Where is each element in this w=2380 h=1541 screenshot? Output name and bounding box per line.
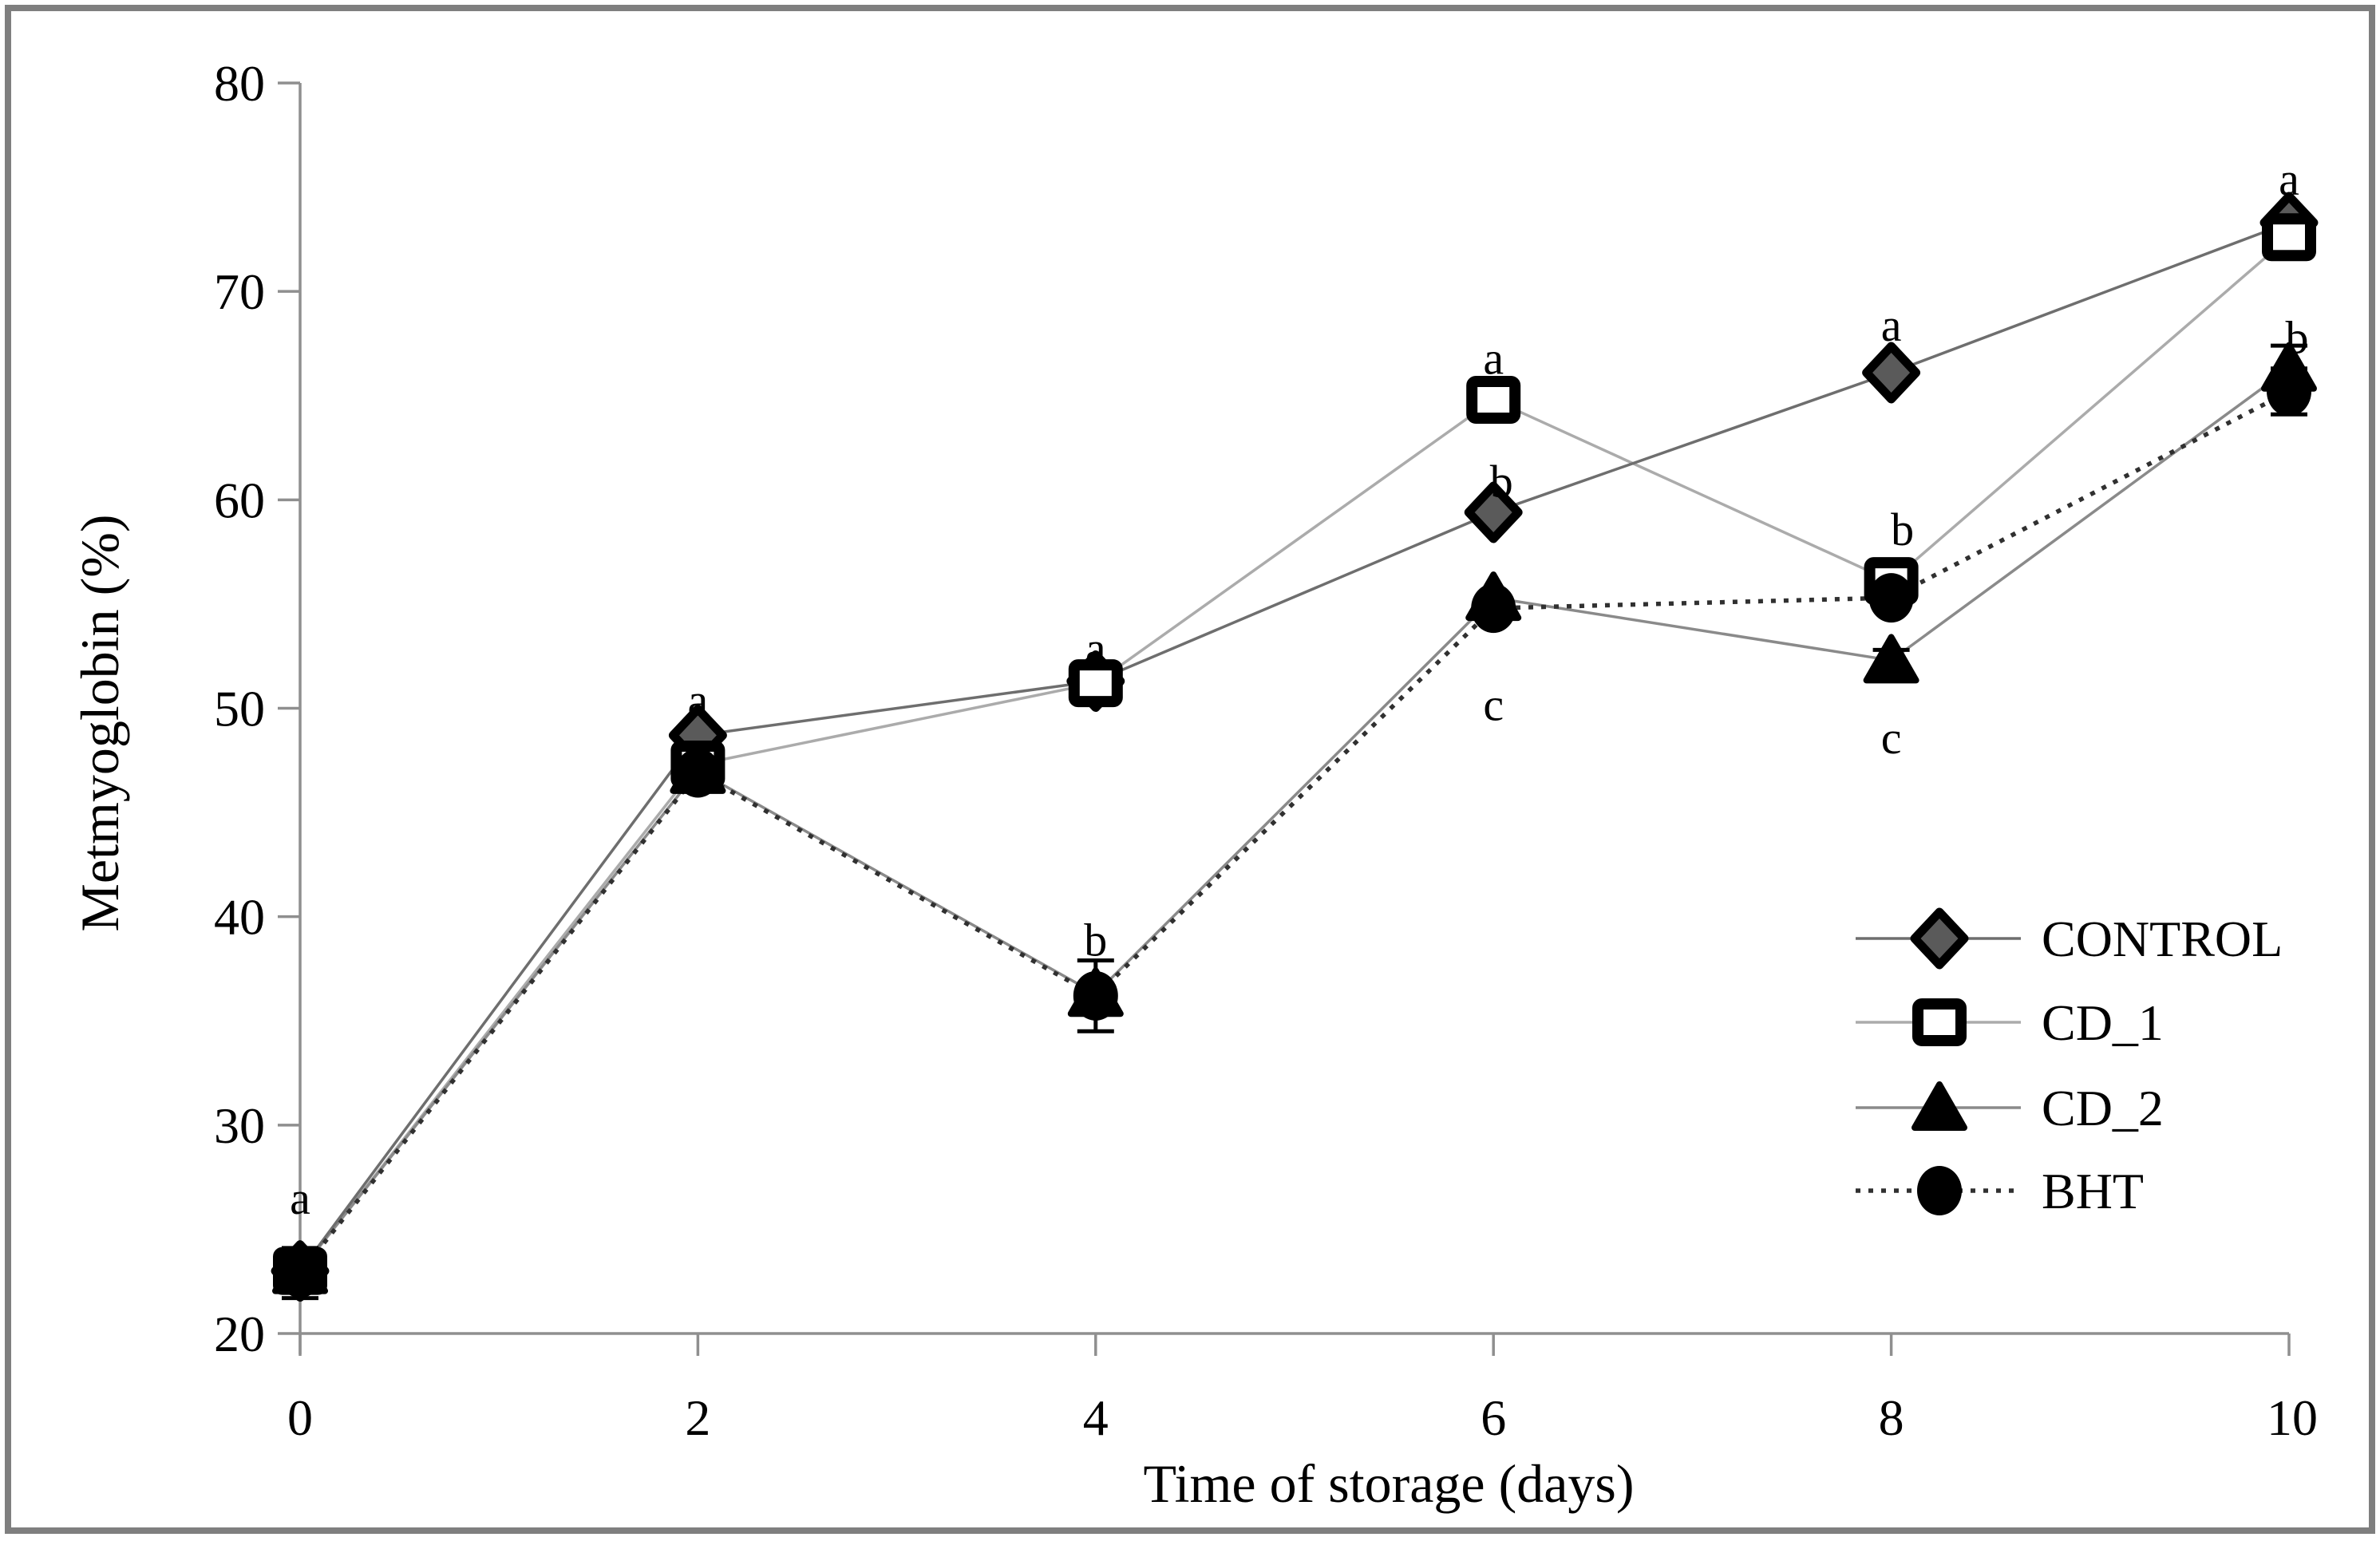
significance-letter: a [688,674,709,726]
legend-label: CONTROL [2042,911,2283,967]
significance-letter: b [2286,312,2309,364]
plot-area: 20 30 40 50 60 70 80 0 2 4 6 8 10 a a a b a b c a b c a b [214,55,2319,1446]
series-line-CD_2 [298,367,2291,1272]
marker-open-square [2262,213,2316,262]
significance-letter: a [290,1172,310,1224]
series-line-BHT [298,389,2291,1274]
series-line-CONTROL [298,221,2290,1272]
marker-diamond [1464,481,1523,543]
axes [278,81,2291,1356]
significance-letter: c [1881,712,1902,764]
marker-diamond [1910,907,1969,970]
y-tick-label: 20 [214,1306,265,1362]
legend-item-CONTROL: CONTROL [1856,907,2283,970]
marker-triangle [1863,634,1919,684]
y-tick-label: 80 [214,55,265,112]
legend-label: CD_1 [2042,994,2164,1051]
marker-open-square [1068,659,1123,708]
marker-circle [278,1248,322,1298]
y-tick-label: 60 [214,472,265,528]
marker-circle [1073,970,1118,1021]
series-line-CD_1 [298,235,2291,1272]
y-axis-title: Metmyoglobin (%) [69,514,130,931]
legend-label: BHT [2042,1163,2144,1219]
legend-label: CD_2 [2042,1080,2164,1136]
marker-open-square [1466,375,1521,424]
x-tick-label: 6 [1481,1389,1506,1446]
chart-legend: CONTROL CD_1 CD_2 BHT [1856,907,2283,1219]
figure-border [5,5,2375,1534]
marker-circle [675,748,721,798]
marker-circle [1917,1166,1962,1215]
marker-circle [2267,366,2311,417]
marker-triangle [1912,1081,1967,1131]
x-tick-label: 4 [1083,1389,1109,1446]
significance-letter: b [1891,504,1914,555]
series-markers-BHT [278,366,2311,1298]
x-axis-title: Time of storage (days) [1143,1453,1634,1514]
significance-letter: c [1483,678,1504,730]
marker-circle [1868,573,1914,623]
y-tick-label: 30 [214,1097,265,1154]
significance-letter: a [1085,622,1106,674]
x-tick-label: 2 [685,1389,710,1446]
significance-letter: a [2279,153,2299,205]
x-tick-label: 10 [2267,1389,2318,1446]
significance-letter: b [1490,456,1513,508]
marker-circle [1471,583,1516,634]
legend-item-BHT: BHT [1856,1163,2144,1219]
significance-letter: a [1881,299,1902,351]
y-tick-label: 40 [214,889,265,946]
significance-letter: a [1483,333,1504,385]
significance-letter: b [1084,914,1107,966]
x-tick-label: 8 [1879,1389,1904,1446]
y-tick-label: 70 [214,263,265,320]
marker-diamond [1862,342,1921,404]
marker-open-square [1912,998,1967,1046]
legend-item-CD_2: CD_2 [1856,1080,2164,1136]
legend-item-CD_1: CD_1 [1856,994,2164,1051]
y-tick-label: 50 [214,680,265,737]
x-tick-label: 0 [287,1389,313,1446]
